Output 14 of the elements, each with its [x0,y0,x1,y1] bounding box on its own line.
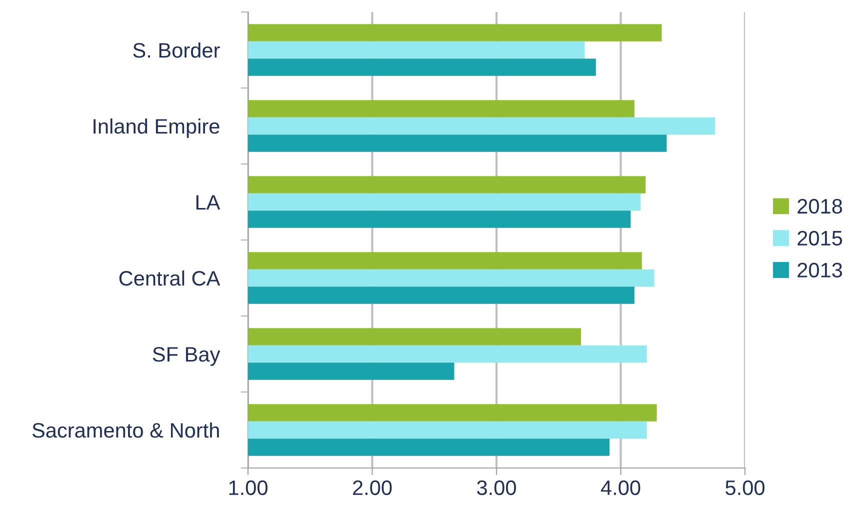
y-tick-label: Inland Empire [94,118,220,138]
y-tick-label: Central CA [119,270,220,286]
x-tick-label: 1.00 [229,480,268,496]
x-tick-label: 2.00 [353,480,392,496]
legend-label: 2015 [798,230,842,246]
y-tick-label: LA [196,195,220,210]
legend-label: 2018 [798,198,842,214]
legend-label: 2013 [798,262,842,278]
y-tick-label: SF Bay [152,347,220,366]
x-tick-label: 5.00 [726,480,764,496]
y-tick-label: Sacramento & North [32,422,219,438]
x-tick-label: 4.00 [600,480,640,496]
x-tick-label: 3.00 [477,480,516,496]
y-tick-label: S. Border [133,42,220,58]
